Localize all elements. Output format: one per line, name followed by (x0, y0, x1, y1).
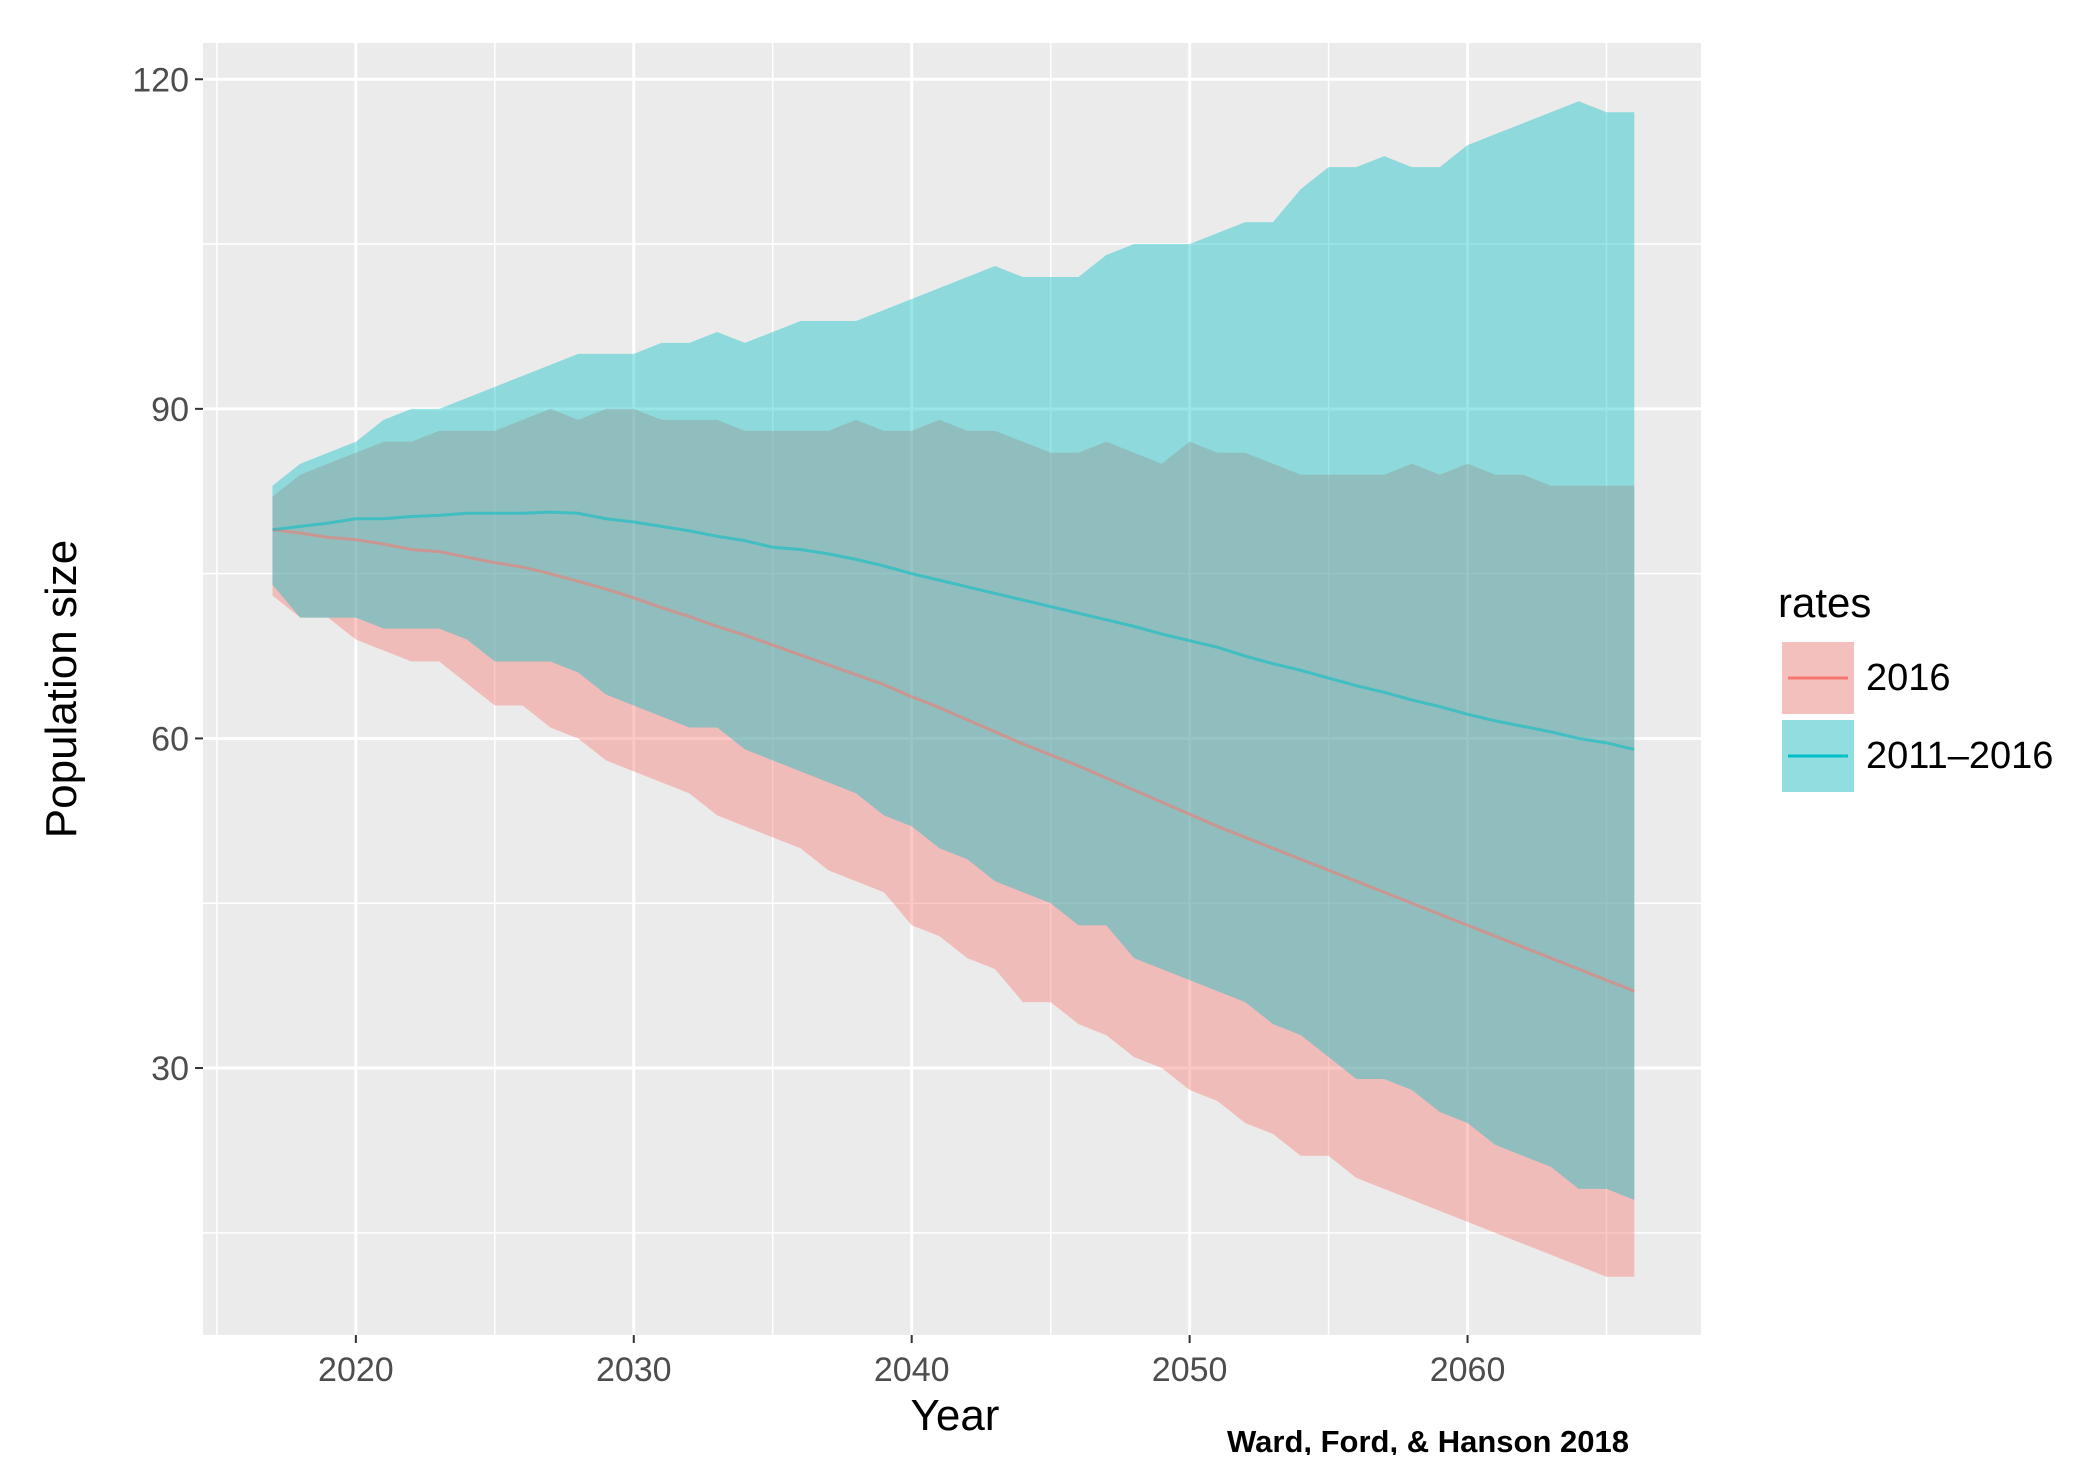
y-tick-label: 30 (151, 1050, 189, 1088)
y-axis-title: Population size (37, 540, 86, 838)
x-tick-label: 2050 (1152, 1351, 1228, 1389)
legend-label: 2016 (1866, 657, 1951, 699)
x-tick-label: 2040 (874, 1351, 950, 1389)
legend-title: rates (1778, 579, 1871, 626)
line (272, 528, 1635, 993)
x-axis-title: Year (911, 1391, 1000, 1440)
y-tick-label: 90 (151, 391, 189, 429)
ribbon (272, 408, 1635, 1277)
caption: Ward, Ford, & Hanson 2018 (1227, 1424, 1629, 1455)
line (272, 510, 1635, 751)
ribbon (272, 101, 1635, 1200)
y-tick-label: 120 (132, 61, 189, 99)
legend-label: 2011–2016 (1866, 735, 2053, 777)
panel (203, 43, 1701, 1335)
y-tick-label: 60 (151, 720, 189, 758)
x-tick-label: 2030 (596, 1351, 672, 1389)
x-tick-label: 2060 (1430, 1351, 1506, 1389)
x-tick-label: 2020 (318, 1351, 394, 1389)
